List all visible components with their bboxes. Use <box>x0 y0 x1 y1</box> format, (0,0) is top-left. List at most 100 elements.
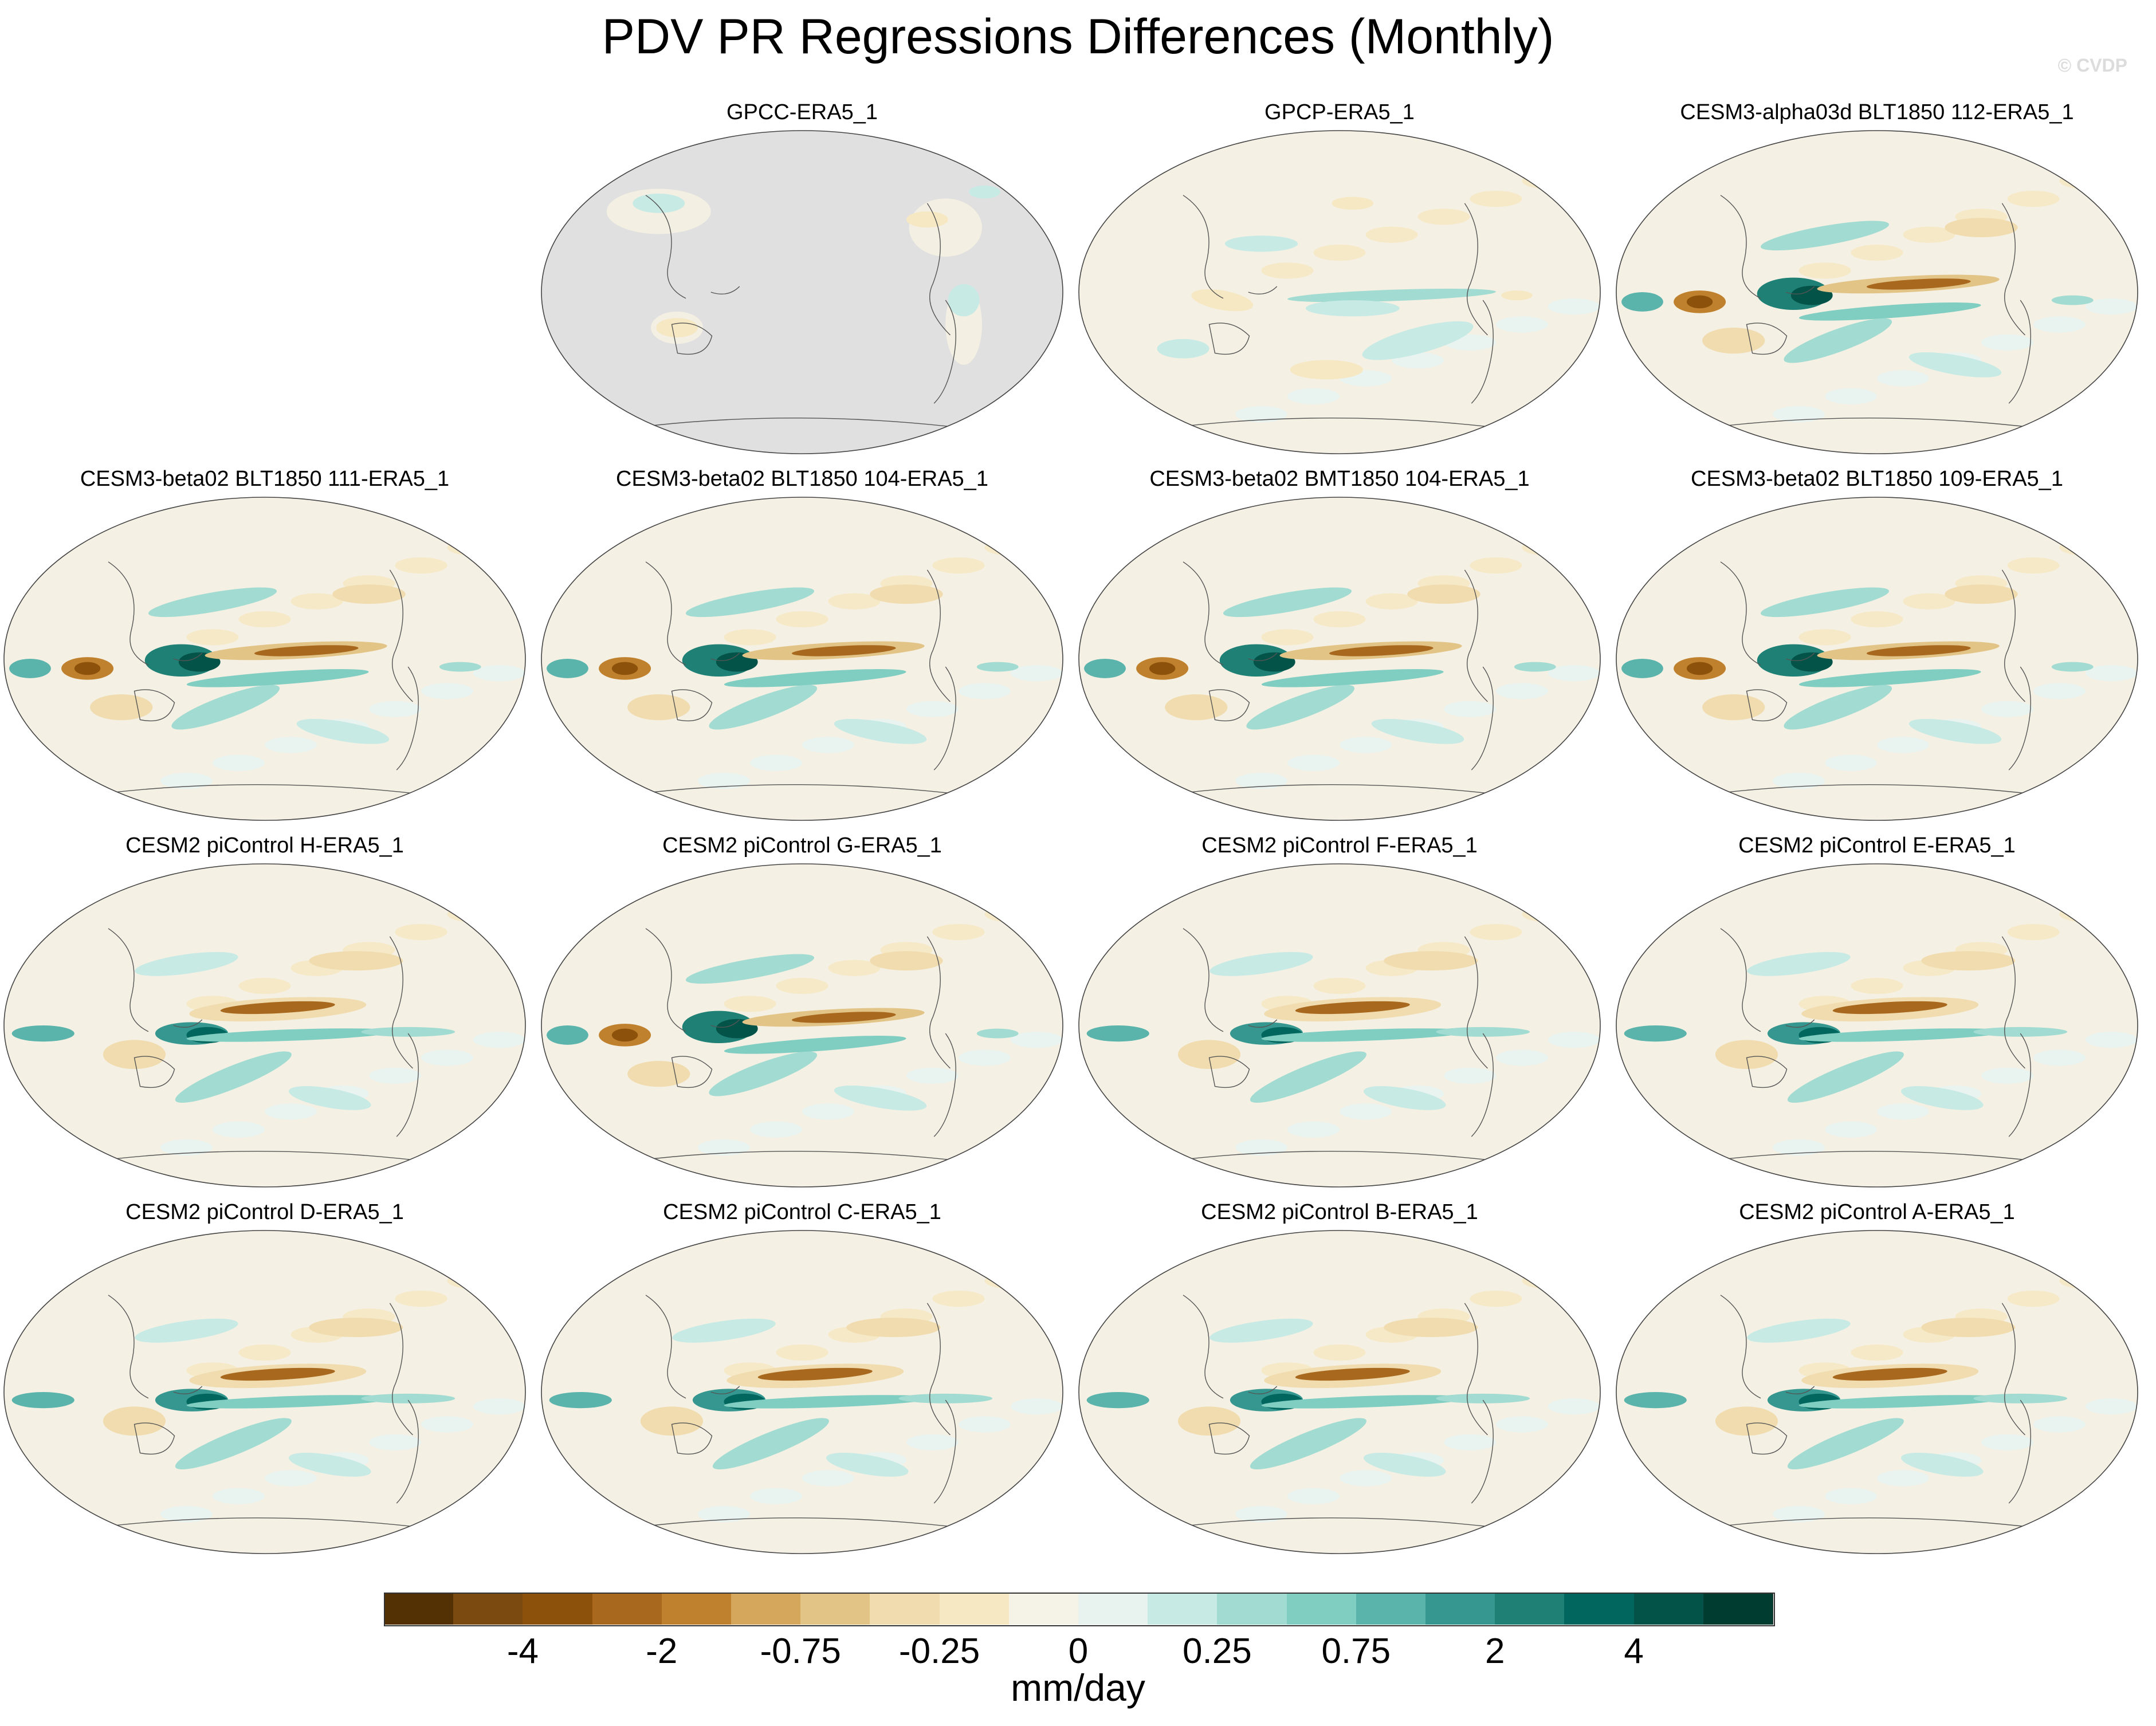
anomaly-contour <box>976 662 1019 672</box>
anomaly-contour <box>1787 1418 1904 1470</box>
colorbar-swatch <box>939 1593 1010 1625</box>
coastline <box>619 784 975 797</box>
map-plot <box>3 1230 526 1554</box>
field-patch <box>2086 665 2138 682</box>
map-panel: CESM3-beta02 BLT1850 109-ERA5_1 <box>1613 465 2141 832</box>
field-patch <box>1522 906 1574 922</box>
field-patch <box>776 1344 828 1361</box>
colorbar-swatch <box>592 1593 662 1625</box>
coastline <box>710 1386 740 1394</box>
anomaly-contour <box>1908 718 2002 744</box>
anomaly-contour <box>627 694 690 721</box>
anomaly-contour <box>709 685 818 730</box>
field-patch <box>2033 683 2086 699</box>
coastline <box>926 569 951 702</box>
field-patch <box>984 906 1037 922</box>
field-patch <box>1470 1290 1522 1307</box>
anomaly-contour <box>1084 659 1126 678</box>
colorbar-swatch <box>1633 1593 1704 1625</box>
anomaly-contour <box>148 587 277 618</box>
anomaly-contour <box>1945 218 2018 238</box>
coastline <box>926 203 951 336</box>
map-panel: CESM2 piControl D-ERA5_1 <box>1 1198 528 1565</box>
field-patch <box>1981 1067 2033 1084</box>
anomaly-contour <box>1224 235 1298 252</box>
anomaly-contour <box>1501 290 1533 301</box>
anomaly-contour <box>1165 694 1228 721</box>
coastline <box>1248 286 1278 294</box>
anomaly-contour <box>186 669 369 687</box>
anomaly-contour <box>1157 339 1209 359</box>
map-plot <box>3 497 526 821</box>
field-patch <box>1496 683 1548 699</box>
map-outline <box>1078 1230 1601 1554</box>
anomaly-contour <box>9 659 51 678</box>
field-patch <box>1287 1121 1340 1138</box>
anomaly-contour <box>672 1318 776 1343</box>
colorbar-unit-label: mm/day <box>1011 1666 1145 1709</box>
field-patch <box>1877 737 1929 753</box>
field-patch <box>1470 923 1522 941</box>
field-patch <box>447 539 500 556</box>
anomaly-contour <box>1702 694 1765 721</box>
coastline <box>1471 1033 1494 1137</box>
map-outline <box>1078 497 1601 821</box>
anomaly-contour <box>171 685 280 730</box>
field-patch <box>1903 593 1955 610</box>
colorbar-tick-label: -0.25 <box>898 1631 980 1671</box>
map-panel: CESM3-alpha03d BLT1850 112-ERA5_1 <box>1613 99 2141 465</box>
map-panel: CESM3-beta02 BLT1850 111-ERA5_1 <box>1 465 528 832</box>
map-panel-title: CESM2 piControl B-ERA5_1 <box>1201 1200 1478 1224</box>
coastline <box>1785 652 1815 661</box>
colorbar-tick-label: -2 <box>646 1631 678 1671</box>
field-patch <box>447 1272 500 1289</box>
field-patch <box>959 1049 1011 1066</box>
coastline <box>1785 1019 1815 1028</box>
field-patch <box>1079 155 1131 171</box>
colorbar-tick-label: 0.75 <box>1321 1631 1391 1671</box>
field-patch <box>1851 977 1903 994</box>
map-panel: CESM2 piControl C-ERA5_1 <box>539 1198 1066 1565</box>
field-patch <box>1522 1272 1574 1289</box>
colorbar <box>384 1593 1775 1627</box>
coastline <box>1183 561 1224 666</box>
coastline <box>933 666 956 770</box>
anomaly-contour <box>1921 951 2016 971</box>
field-patch <box>2033 1049 2086 1066</box>
field-patch <box>1798 262 1851 279</box>
field-patch <box>2059 906 2112 922</box>
anomaly-contour <box>1715 1040 1778 1070</box>
field-patch <box>1981 334 2033 351</box>
field-patch <box>473 1398 525 1415</box>
field-patch <box>1365 593 1418 610</box>
field-patch <box>238 1344 291 1361</box>
map-outline <box>1078 863 1601 1188</box>
coastline <box>933 300 956 404</box>
coastline <box>396 1399 419 1504</box>
field-patch <box>1261 262 1314 279</box>
anomaly-contour <box>1261 1395 1470 1409</box>
anomaly-contour <box>685 954 815 984</box>
coastline <box>396 1033 419 1137</box>
map-outline <box>1616 497 2138 821</box>
map-plot <box>3 863 526 1188</box>
map-plot <box>1616 497 2138 821</box>
map-outline <box>3 497 526 821</box>
field-patch <box>698 1139 750 1156</box>
field-patch <box>1417 209 1470 225</box>
field-patch <box>2007 1290 2060 1307</box>
field-patch <box>541 888 594 905</box>
field-patch <box>1851 611 1903 628</box>
field-patch <box>1235 1505 1287 1523</box>
map-outline <box>1616 863 2138 1188</box>
colorbar-tick-label: -0.75 <box>760 1631 841 1671</box>
map-panel: CESM2 piControl E-ERA5_1 <box>1613 832 2141 1198</box>
anomaly-contour <box>1798 302 1981 321</box>
anomaly-contour <box>288 1086 371 1110</box>
coastline <box>108 928 149 1032</box>
colorbar-swatch <box>1008 1593 1079 1625</box>
anomaly-contour <box>1295 1001 1410 1015</box>
map-plot <box>541 863 1063 1188</box>
field-patch <box>1616 521 1668 538</box>
anomaly-contour <box>135 952 238 976</box>
